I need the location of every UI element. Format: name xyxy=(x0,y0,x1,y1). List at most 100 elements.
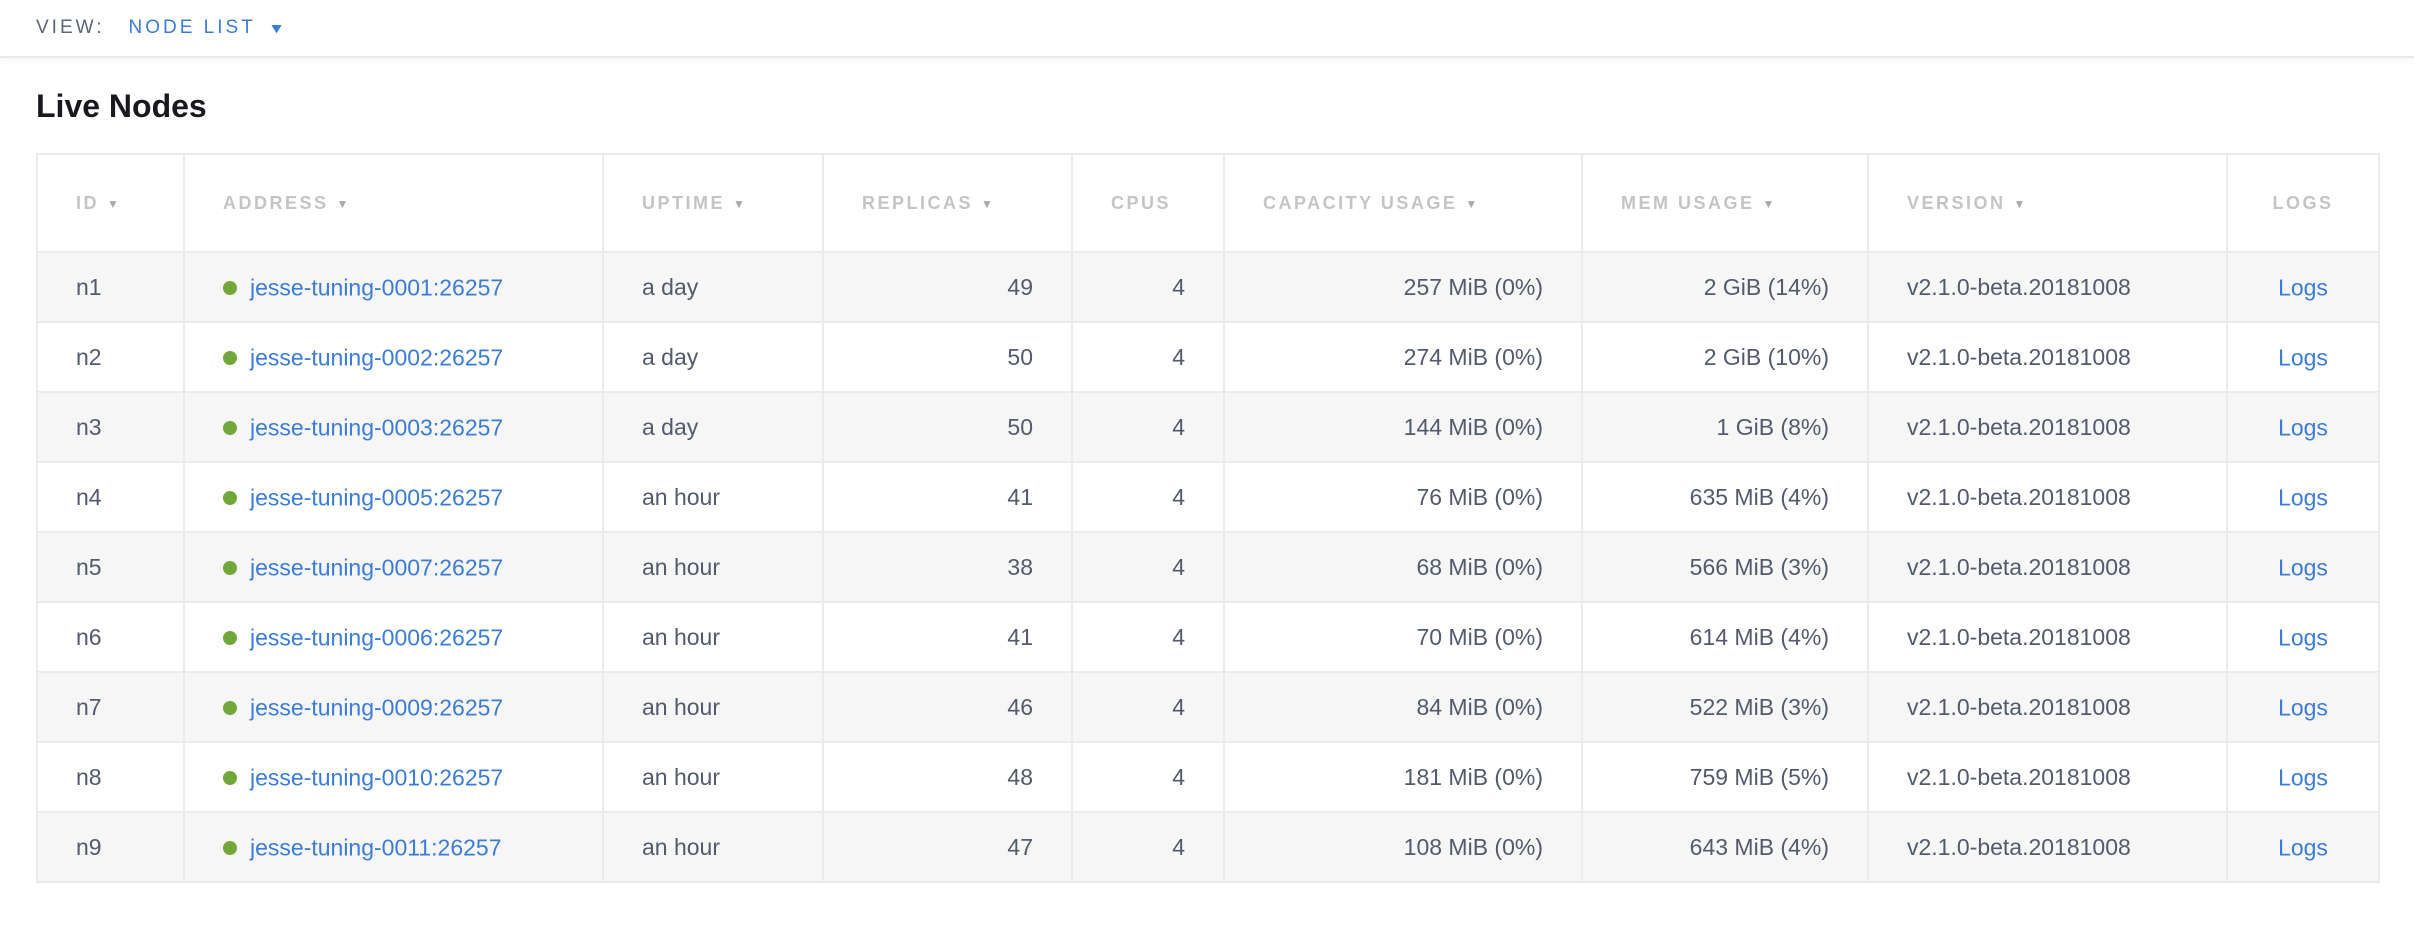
node-logs-link[interactable]: Logs xyxy=(2278,274,2328,301)
node-capacity-cell: 144 MiB (0%) xyxy=(1223,391,1583,463)
node-row: n1 jesse-tuning-0001:26257 a day 49 4 257 MiB… xyxy=(36,251,2380,323)
node-replicas-cell: 50 xyxy=(822,321,1073,393)
node-uptime-cell: a day xyxy=(602,321,824,393)
node-address-cell: jesse-tuning-0002:26257 xyxy=(183,321,604,393)
node-logs-link[interactable]: Logs xyxy=(2278,764,2328,791)
node-row: n8 jesse-tuning-0010:26257 an hour 48 4 181 M… xyxy=(36,741,2380,813)
node-mem-cell: 522 MiB (3%) xyxy=(1581,671,1869,743)
node-address-cell: jesse-tuning-0009:26257 xyxy=(183,671,604,743)
node-row: n4 jesse-tuning-0005:26257 an hour 41 4 76 Mi… xyxy=(36,461,2380,533)
column-header-id[interactable]: ID ▼ xyxy=(36,153,185,253)
node-logs-link[interactable]: Logs xyxy=(2278,414,2328,441)
node-live-status-icon xyxy=(223,700,237,715)
node-row: n5 jesse-tuning-0007:26257 an hour 38 4 68 Mi… xyxy=(36,531,2380,603)
node-cpus-cell: 4 xyxy=(1071,601,1225,673)
column-header-uptime[interactable]: UPTIME ▼ xyxy=(602,153,824,253)
node-logs-cell: Logs xyxy=(2226,671,2380,743)
node-capacity-cell: 70 MiB (0%) xyxy=(1223,601,1583,673)
column-header-label: REPLICAS xyxy=(862,192,974,213)
node-live-status-icon xyxy=(223,560,237,575)
column-header-version[interactable]: VERSION ▼ xyxy=(1867,153,2228,253)
node-address-link[interactable]: jesse-tuning-0009:26257 xyxy=(250,694,504,721)
column-header-cpus: CPUS xyxy=(1071,153,1225,253)
node-logs-cell: Logs xyxy=(2226,321,2380,393)
node-logs-cell: Logs xyxy=(2226,461,2380,533)
column-header-replicas[interactable]: REPLICAS ▼ xyxy=(822,153,1073,253)
node-capacity-cell: 108 MiB (0%) xyxy=(1223,811,1583,883)
node-id-cell: n3 xyxy=(36,391,185,463)
node-address-link[interactable]: jesse-tuning-0006:26257 xyxy=(250,624,504,651)
column-header-address[interactable]: ADDRESS ▼ xyxy=(183,153,604,253)
view-selected-value: NODE LIST xyxy=(128,17,256,38)
node-replicas-cell: 41 xyxy=(822,461,1073,533)
node-capacity-cell: 76 MiB (0%) xyxy=(1223,461,1583,533)
node-uptime-cell: an hour xyxy=(602,811,824,883)
node-uptime-cell: a day xyxy=(602,251,824,323)
node-live-status-icon xyxy=(223,350,237,365)
node-uptime-cell: an hour xyxy=(602,531,824,603)
node-uptime-cell: an hour xyxy=(602,461,824,533)
node-address-link[interactable]: jesse-tuning-0010:26257 xyxy=(250,764,504,791)
node-row: n2 jesse-tuning-0002:26257 a day 50 4 274 MiB… xyxy=(36,321,2380,393)
node-logs-link[interactable]: Logs xyxy=(2278,554,2328,581)
node-logs-cell: Logs xyxy=(2226,741,2380,813)
node-cpus-cell: 4 xyxy=(1071,391,1225,463)
node-address-link[interactable]: jesse-tuning-0001:26257 xyxy=(250,274,504,301)
node-live-status-icon xyxy=(223,280,237,295)
node-replicas-cell: 47 xyxy=(822,811,1073,883)
column-header-mem[interactable]: MEM USAGE ▼ xyxy=(1581,153,1869,253)
view-bar: VIEW: NODE LIST ▼ xyxy=(0,0,2414,58)
node-capacity-cell: 257 MiB (0%) xyxy=(1223,251,1583,323)
node-logs-link[interactable]: Logs xyxy=(2278,344,2328,371)
node-address-link[interactable]: jesse-tuning-0003:26257 xyxy=(250,414,504,441)
node-id-cell: n7 xyxy=(36,671,185,743)
node-address-link[interactable]: jesse-tuning-0011:26257 xyxy=(250,834,502,861)
node-address-cell: jesse-tuning-0005:26257 xyxy=(183,461,604,533)
sort-arrow-icon: ▼ xyxy=(2013,196,2028,211)
node-mem-cell: 643 MiB (4%) xyxy=(1581,811,1869,883)
node-address-cell: jesse-tuning-0007:26257 xyxy=(183,531,604,603)
node-cpus-cell: 4 xyxy=(1071,531,1225,603)
sort-arrow-icon: ▼ xyxy=(981,196,996,211)
node-cpus-cell: 4 xyxy=(1071,251,1225,323)
node-mem-cell: 614 MiB (4%) xyxy=(1581,601,1869,673)
node-mem-cell: 1 GiB (8%) xyxy=(1581,391,1869,463)
live-nodes-section: Live Nodes ID ▼ ADDRESS ▼ UPTIME ▼ REPLICAS ▼ CP… xyxy=(0,88,2414,883)
node-row: n9 jesse-tuning-0011:26257 an hour 47 4 108 M… xyxy=(36,811,2380,883)
node-capacity-cell: 181 MiB (0%) xyxy=(1223,741,1583,813)
node-version-cell: v2.1.0-beta.20181008 xyxy=(1867,391,2228,463)
node-address-link[interactable]: jesse-tuning-0005:26257 xyxy=(250,484,504,511)
sort-arrow-icon: ▼ xyxy=(733,196,748,211)
node-logs-link[interactable]: Logs xyxy=(2278,624,2328,651)
node-logs-cell: Logs xyxy=(2226,391,2380,463)
node-cpus-cell: 4 xyxy=(1071,741,1225,813)
node-capacity-cell: 84 MiB (0%) xyxy=(1223,671,1583,743)
node-version-cell: v2.1.0-beta.20181008 xyxy=(1867,601,2228,673)
node-live-status-icon xyxy=(223,840,237,855)
node-mem-cell: 2 GiB (14%) xyxy=(1581,251,1869,323)
node-replicas-cell: 48 xyxy=(822,741,1073,813)
view-selector-dropdown[interactable]: NODE LIST ▼ xyxy=(129,17,287,39)
table-header-row: ID ▼ ADDRESS ▼ UPTIME ▼ REPLICAS ▼ CPUS CAPACITY … xyxy=(36,153,2380,253)
node-row: n3 jesse-tuning-0003:26257 a day 50 4 144 MiB… xyxy=(36,391,2380,463)
node-address-link[interactable]: jesse-tuning-0007:26257 xyxy=(250,554,504,581)
node-mem-cell: 566 MiB (3%) xyxy=(1581,531,1869,603)
node-address-cell: jesse-tuning-0010:26257 xyxy=(183,741,604,813)
node-replicas-cell: 46 xyxy=(822,671,1073,743)
column-header-capacity[interactable]: CAPACITY USAGE ▼ xyxy=(1223,153,1583,253)
node-live-status-icon xyxy=(223,770,237,785)
column-header-label: LOGS xyxy=(2272,192,2334,213)
node-replicas-cell: 49 xyxy=(822,251,1073,323)
node-uptime-cell: an hour xyxy=(602,671,824,743)
node-logs-link[interactable]: Logs xyxy=(2278,834,2328,861)
node-replicas-cell: 50 xyxy=(822,391,1073,463)
node-id-cell: n4 xyxy=(36,461,185,533)
node-logs-link[interactable]: Logs xyxy=(2278,484,2328,511)
node-address-cell: jesse-tuning-0011:26257 xyxy=(183,811,604,883)
node-row: n7 jesse-tuning-0009:26257 an hour 46 4 84 Mi… xyxy=(36,671,2380,743)
sort-arrow-icon: ▼ xyxy=(336,196,351,211)
node-version-cell: v2.1.0-beta.20181008 xyxy=(1867,811,2228,883)
node-cpus-cell: 4 xyxy=(1071,811,1225,883)
node-logs-link[interactable]: Logs xyxy=(2278,694,2328,721)
node-address-link[interactable]: jesse-tuning-0002:26257 xyxy=(250,344,504,371)
